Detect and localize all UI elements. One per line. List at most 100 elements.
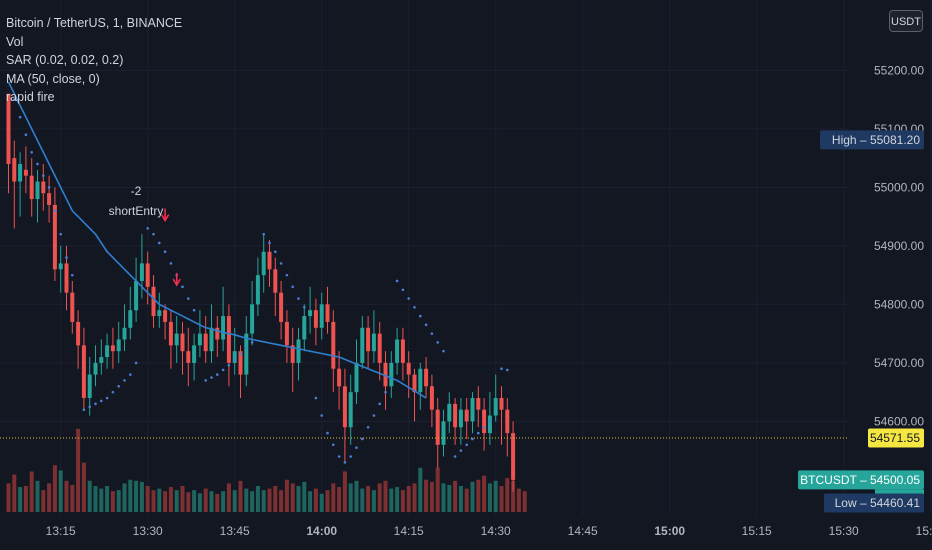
sar-dot: [419, 314, 422, 318]
candle-body: [313, 310, 318, 328]
sar-dot: [332, 443, 335, 447]
sar-dot: [506, 368, 509, 372]
sar-dot: [227, 363, 231, 367]
legend-rapid-fire[interactable]: rapid fire: [6, 90, 55, 104]
sar-dot: [320, 414, 324, 417]
volume-bar: [226, 483, 231, 512]
time-tick-label: 15:15: [742, 524, 772, 538]
volume-bar: [157, 488, 162, 512]
candle-body: [87, 374, 92, 398]
volume-bar: [493, 480, 498, 512]
candle-body: [342, 386, 347, 428]
candle-body: [209, 327, 214, 352]
time-axis: 13:15 13:30 13:45 14:00 14:15 14:30 14:45 15:00…: [46, 524, 932, 538]
legend-ma[interactable]: MA (50, close, 0): [6, 71, 100, 86]
volume-bar: [499, 486, 504, 512]
sar-dot: [459, 449, 463, 452]
candle-body: [221, 316, 226, 340]
sar-dot: [181, 285, 184, 289]
sar-dot: [129, 373, 132, 376]
sar-dot: [221, 368, 225, 372]
volume-bar: [261, 490, 266, 512]
volume-bar: [105, 486, 110, 512]
candle-body: [389, 362, 394, 387]
time-tick-label: 15:30: [829, 524, 859, 538]
candle-body: [41, 181, 46, 194]
candle-body: [192, 345, 197, 363]
sar-dot: [424, 323, 428, 327]
candle-body: [226, 316, 231, 363]
candle-body: [203, 333, 208, 352]
candle-body: [110, 345, 115, 352]
price-tick-label: 54900.00: [874, 239, 924, 253]
volume-bar: [64, 480, 69, 512]
price-tick-label: 54700.00: [874, 356, 924, 370]
volume-bar: [296, 486, 301, 512]
volume-bar: [70, 484, 75, 512]
volume-bar: [180, 486, 185, 512]
sar-dot: [355, 446, 358, 450]
volume-bar: [18, 487, 23, 512]
volume-bar: [476, 479, 481, 512]
candle-body: [255, 275, 260, 305]
legend-vol[interactable]: Vol: [6, 34, 24, 49]
candle-body: [325, 304, 330, 322]
sar-dot: [53, 209, 57, 213]
volume-bar: [139, 481, 144, 512]
volume-bar: [186, 492, 191, 512]
sar-dot: [285, 273, 289, 277]
short-entry-label: shortEntry: [108, 204, 164, 218]
volume-bar: [337, 487, 342, 512]
volume-bar: [273, 486, 278, 512]
candle-body: [360, 327, 365, 363]
candle-body: [261, 251, 266, 276]
arrow-head: [172, 278, 181, 287]
candle-body: [470, 397, 475, 422]
volume-bar: [389, 488, 394, 512]
price-tick-label: 55200.00: [874, 63, 924, 77]
volume-bar: [412, 483, 417, 512]
time-tick-label: 14:00: [306, 524, 337, 538]
currency-button[interactable]: USDT: [889, 10, 923, 32]
sar-dot: [233, 358, 236, 362]
candle-body: [105, 345, 110, 358]
candle-body: [145, 263, 150, 287]
candle-body: [453, 403, 458, 428]
current-price-tag: 54571.55: [868, 428, 924, 448]
volume-bar: [174, 490, 179, 512]
candle-body: [29, 175, 34, 200]
legend-symbol[interactable]: Bitcoin / TetherUS, 1, BINANCE: [6, 16, 183, 30]
candle-body: [435, 409, 440, 445]
candle-body: [52, 204, 57, 270]
candle-body: [331, 321, 336, 369]
candle-body: [418, 368, 423, 393]
candle-body: [157, 310, 162, 317]
signal-count: -2: [130, 184, 142, 198]
time-tick-label: 15:00: [654, 524, 685, 538]
candle-body: [296, 339, 301, 363]
sar-dot: [343, 461, 347, 464]
candle-body: [58, 263, 63, 270]
sar-dot: [291, 285, 295, 289]
candle-body: [23, 169, 28, 176]
sar-dot: [152, 232, 155, 236]
candle-body: [511, 433, 516, 480]
sar-dot: [349, 455, 353, 458]
current-price-tag-value: 54571.55: [870, 431, 920, 445]
legend-sar[interactable]: SAR (0.02, 0.02, 0.2): [6, 53, 124, 67]
sar-dot: [187, 297, 190, 300]
candle-body: [395, 339, 400, 363]
sar-dot: [436, 341, 440, 344]
candle-body: [302, 316, 307, 340]
candle-body: [267, 251, 272, 270]
volume-bar: [110, 491, 115, 512]
volume-bar: [319, 493, 324, 512]
volume-bar: [487, 483, 492, 512]
volume-bar: [215, 493, 220, 512]
sar-dot: [303, 306, 306, 309]
volume-bar: [99, 488, 104, 512]
candle-body: [174, 333, 179, 346]
sar-dot: [111, 390, 115, 394]
